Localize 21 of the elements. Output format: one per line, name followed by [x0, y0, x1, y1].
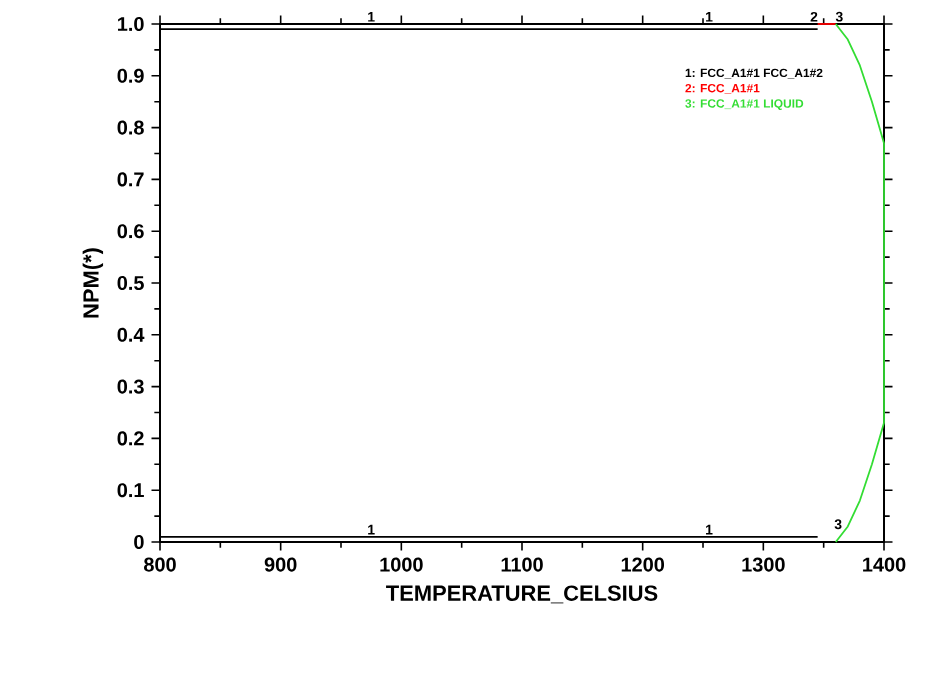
line-series — [834, 23, 885, 543]
y-tick-label: 0.4 — [117, 327, 145, 342]
y-axis-title: NPM(*) — [82, 248, 104, 318]
x-tick-label: 1100 — [501, 557, 543, 572]
y-tick-label: 0.5 — [117, 275, 144, 291]
x-tick-label: 900 — [264, 557, 297, 572]
x-tick-label: 1000 — [380, 557, 423, 572]
y-tick-label: 0.8 — [117, 120, 144, 135]
y-tick-label: 0.3 — [117, 379, 144, 394]
x-tick-label: 800 — [144, 557, 176, 572]
y-tick-label: 0.7 — [117, 172, 144, 187]
y-tick-label: 0.6 — [117, 224, 144, 239]
y-tick-label: 0.2 — [117, 431, 144, 446]
x-tick-label: 1300 — [742, 557, 785, 572]
x-tick-label: 1400 — [863, 557, 906, 572]
y-tick-label: 0.9 — [117, 68, 144, 83]
y-tick-label: 0.1 — [117, 483, 144, 498]
x-axis-title: TEMPERATURE_CELSIUS — [386, 585, 658, 604]
y-tick-label: 0 — [134, 534, 144, 550]
x-tick-label: 1200 — [621, 557, 665, 572]
y-tick-label: 1.0 — [118, 16, 144, 32]
